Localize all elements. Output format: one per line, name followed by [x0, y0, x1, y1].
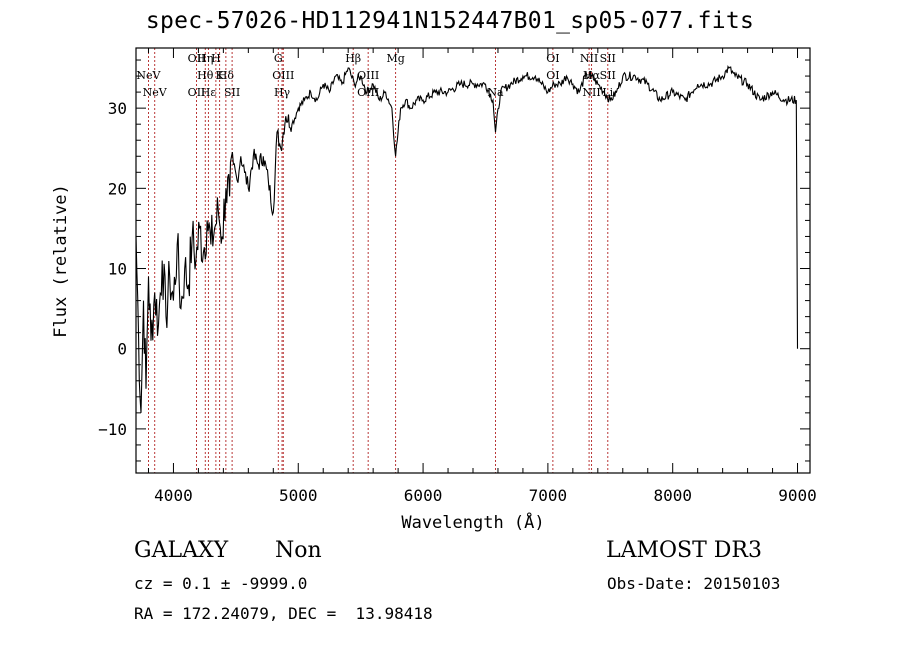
line-label: Hθ [197, 69, 214, 82]
line-label: OIII [357, 86, 379, 99]
x-axis-label: Wavelength (Å) [401, 511, 544, 533]
line-label: Na [487, 86, 504, 99]
x-tick-label: 8000 [653, 486, 692, 505]
line-label: SII [600, 69, 616, 82]
line-label: SII [600, 52, 616, 65]
y-tick-label: −10 [98, 420, 127, 439]
x-tick-label: 6000 [404, 486, 443, 505]
y-tick-label: 10 [108, 260, 127, 279]
x-tick-label: 7000 [529, 486, 568, 505]
line-label: NII [580, 52, 598, 65]
line-label: Hβ [345, 52, 361, 65]
line-label: Hα [583, 69, 601, 82]
line-label: OII [188, 52, 206, 65]
y-tick-label: 20 [108, 179, 127, 198]
x-axis-ticks: 4000 5000 6000 7000 8000 9000 [147, 48, 817, 505]
line-label: Hε [201, 86, 217, 99]
line-label: NeV [136, 69, 161, 82]
chart-title: spec-57026-HD112941N152447B01_sp05-077.f… [145, 8, 755, 34]
plot-frame [135, 47, 811, 474]
line-label: H [211, 52, 221, 65]
line-label: Li [602, 86, 613, 99]
object-class: GALAXY [134, 538, 229, 563]
line-label: Hη [197, 52, 213, 65]
line-label: Hγ [274, 86, 291, 99]
line-label: NII [582, 86, 600, 99]
line-label: Hδ [218, 69, 235, 82]
x-tick-label: 5000 [279, 486, 318, 505]
line-label: OI [546, 52, 559, 65]
coordinates: RA = 172.24079, DEC = 13.98418 [134, 604, 433, 623]
survey-name: LAMOST DR3 [606, 538, 762, 563]
line-label: NeV [143, 86, 168, 99]
y-tick-label: 30 [108, 99, 127, 118]
spectrum-line [135, 65, 799, 413]
emission-line-labels: NeVNeVOIIOIIHηHθHεHKHδSIIGOIIIHγHβOIIIOI… [136, 52, 615, 99]
y-axis-label: Flux (relative) [51, 184, 71, 338]
line-label: Mg [386, 52, 404, 65]
line-label: G [274, 52, 283, 65]
line-label: OI [546, 69, 559, 82]
line-label: K [216, 69, 225, 82]
line-label: OII [188, 86, 206, 99]
line-label: OIII [272, 69, 294, 82]
x-tick-label: 4000 [154, 486, 193, 505]
y-axis-ticks: −10 0 10 20 30 [98, 59, 810, 462]
x-tick-label: 9000 [778, 486, 817, 505]
y-tick-label: 0 [117, 340, 127, 359]
emission-line-markers [148, 48, 609, 473]
line-label: OIII [357, 69, 379, 82]
line-label: SII [224, 86, 240, 99]
object-subclass: Non [275, 538, 322, 563]
redshift-value: cz = 0.1 ± -9999.0 [134, 574, 308, 593]
observation-date: Obs-Date: 20150103 [607, 574, 781, 593]
